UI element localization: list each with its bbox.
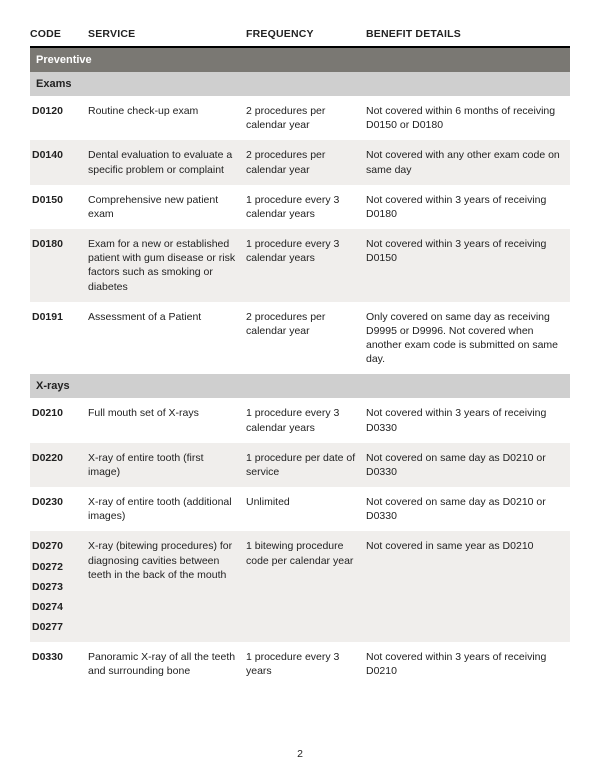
service-cell: Assessment of a Patient [88, 302, 246, 375]
frequency-cell: 2 procedures per calendar year [246, 96, 366, 140]
frequency-cell: 1 procedure every 3 years [246, 642, 366, 686]
table-row: D0270 D0272 D0273 D0274 D0277 X-ray (bitewing… [30, 531, 570, 642]
code-value: D0274 [32, 600, 80, 614]
table-header-row: CODE SERVICE FREQUENCY BENEFIT DETAILS [30, 22, 570, 47]
table-row: D0140Dental evaluation to evaluate a spe… [30, 140, 570, 184]
section-title: Preventive [30, 47, 570, 72]
table-row: D0220X-ray of entire tooth (first image)… [30, 443, 570, 487]
code-cell: D0230 [30, 487, 88, 531]
benefit-cell: Not covered within 3 years of receiving … [366, 185, 570, 229]
code-cell: D0120 [30, 96, 88, 140]
service-cell: Dental evaluation to evaluate a specific… [88, 140, 246, 184]
col-code: CODE [30, 22, 88, 47]
code-cell: D0270 D0272 D0273 D0274 D0277 [30, 531, 88, 642]
subsection-title: Exams [30, 72, 570, 96]
service-cell: X-ray (bitewing procedures) for diagnosi… [88, 531, 246, 642]
benefit-cell: Not covered within 3 years of receiving … [366, 229, 570, 302]
benefit-cell: Not covered within 3 years of receiving … [366, 398, 570, 442]
frequency-cell: 2 procedures per calendar year [246, 140, 366, 184]
code-cell: D0330 [30, 642, 88, 686]
service-cell: Full mouth set of X-rays [88, 398, 246, 442]
table-row: D0120Routine check-up exam2 procedures p… [30, 96, 570, 140]
code-cell: D0210 [30, 398, 88, 442]
benefit-cell: Not covered within 6 months of receiving… [366, 96, 570, 140]
code-cell: D0180 [30, 229, 88, 302]
code-value: D0272 [32, 560, 80, 574]
benefit-cell: Not covered on same day as D0210 or D033… [366, 443, 570, 487]
code-cell: D0150 [30, 185, 88, 229]
table-row: D0230X-ray of entire tooth (additional i… [30, 487, 570, 531]
service-cell: X-ray of entire tooth (first image) [88, 443, 246, 487]
code-value: D0273 [32, 580, 80, 594]
section-row: Preventive [30, 47, 570, 72]
benefit-cell: Not covered in same year as D0210 [366, 531, 570, 642]
code-value: D0277 [32, 620, 80, 634]
frequency-cell: 1 bitewing procedure code per calendar y… [246, 531, 366, 642]
frequency-cell: 1 procedure per date of service [246, 443, 366, 487]
code-cell: D0220 [30, 443, 88, 487]
table-row: D0150Comprehensive new patient exam1 pro… [30, 185, 570, 229]
frequency-cell: 1 procedure every 3 calendar years [246, 185, 366, 229]
service-cell: Comprehensive new patient exam [88, 185, 246, 229]
col-service: SERVICE [88, 22, 246, 47]
benefits-table: CODE SERVICE FREQUENCY BENEFIT DETAILS P… [30, 22, 570, 687]
col-frequency: FREQUENCY [246, 22, 366, 47]
col-benefit: BENEFIT DETAILS [366, 22, 570, 47]
frequency-cell: Unlimited [246, 487, 366, 531]
service-cell: Panoramic X-ray of all the teeth and sur… [88, 642, 246, 686]
frequency-cell: 1 procedure every 3 calendar years [246, 398, 366, 442]
table-row: D0180Exam for a new or established patie… [30, 229, 570, 302]
service-cell: X-ray of entire tooth (additional images… [88, 487, 246, 531]
subsection-title: X-rays [30, 374, 570, 398]
subsection-row: Exams [30, 72, 570, 96]
service-cell: Routine check-up exam [88, 96, 246, 140]
benefit-cell: Not covered within 3 years of receiving … [366, 642, 570, 686]
frequency-cell: 1 procedure every 3 calendar years [246, 229, 366, 302]
frequency-cell: 2 procedures per calendar year [246, 302, 366, 375]
table-row: D0191Assessment of a Patient2 procedures… [30, 302, 570, 375]
table-row: D0210Full mouth set of X-rays1 procedure… [30, 398, 570, 442]
table-row: D0330Panoramic X-ray of all the teeth an… [30, 642, 570, 686]
benefit-cell: Not covered with any other exam code on … [366, 140, 570, 184]
benefit-cell: Not covered on same day as D0210 or D033… [366, 487, 570, 531]
page-number: 2 [0, 748, 600, 760]
service-cell: Exam for a new or established patient wi… [88, 229, 246, 302]
code-cell: D0191 [30, 302, 88, 375]
code-cell: D0140 [30, 140, 88, 184]
benefit-cell: Only covered on same day as receiving D9… [366, 302, 570, 375]
subsection-row: X-rays [30, 374, 570, 398]
code-value: D0270 [32, 539, 80, 553]
